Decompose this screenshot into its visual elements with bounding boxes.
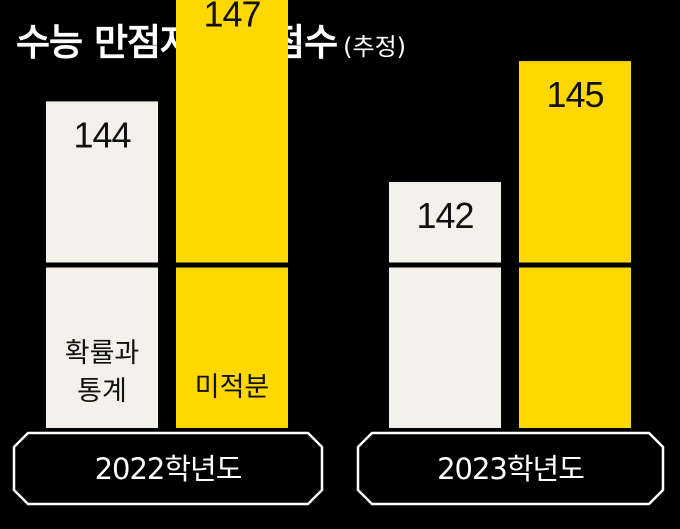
data-label: 142 [416,195,473,236]
chart-title-subtitle: (추정) [343,33,407,61]
bar-prob-stats-1-lower [389,267,501,428]
data-label: 145 [546,74,603,115]
series-label: 미적분 [195,372,270,403]
series-label-line: 확률과 [65,338,140,369]
bar-prob-stats-0-lower [46,267,158,428]
bar-calculus-0-lower [176,267,288,428]
bar-calculus-1-lower [519,267,631,428]
data-label: 147 [203,0,260,35]
category-label: 2022학년도 [95,452,242,486]
category-label: 2023학년도 [437,452,584,486]
bar-prob-stats-0-upper [46,101,158,263]
bar-calculus-1-upper [519,61,631,263]
category-frame-1 [356,431,665,506]
bar-calculus-0-upper [176,0,288,263]
data-label: 144 [73,114,130,155]
category-frame-0 [12,431,324,506]
series-label-line: 통계 [77,376,127,407]
bar-prob-stats-1-upper [389,182,501,263]
